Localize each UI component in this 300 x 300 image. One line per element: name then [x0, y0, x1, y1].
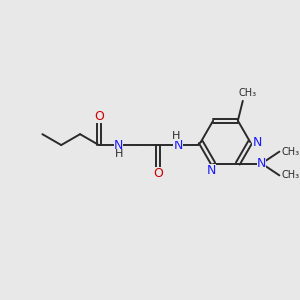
Text: O: O: [153, 167, 163, 180]
Text: H: H: [115, 149, 123, 159]
Text: N: N: [173, 139, 183, 152]
Text: N: N: [206, 164, 216, 177]
Text: O: O: [94, 110, 104, 123]
Text: H: H: [172, 131, 180, 141]
Text: CH₃: CH₃: [281, 170, 299, 180]
Text: N: N: [114, 139, 123, 152]
Text: CH₃: CH₃: [239, 88, 257, 98]
Text: CH₃: CH₃: [281, 147, 299, 157]
Text: N: N: [257, 157, 266, 170]
Text: N: N: [252, 136, 262, 148]
